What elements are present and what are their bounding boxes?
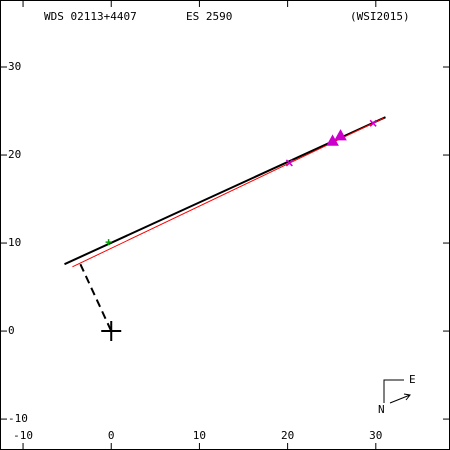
triangle-point: [334, 129, 347, 141]
y-tick-label: 10: [8, 236, 21, 249]
label: ES 2590: [186, 10, 232, 23]
compass-label: E: [409, 373, 416, 386]
compass-frame: [383, 379, 404, 403]
x-tick-label: -10: [13, 429, 33, 442]
triangle-point: [326, 134, 339, 146]
cross-point: [285, 159, 293, 167]
compass-arrow: [389, 393, 411, 404]
compass-label: N: [378, 403, 385, 416]
y-tick-label: 20: [8, 148, 21, 161]
y-tick-label: 30: [8, 60, 21, 73]
y-tick-label: 0: [8, 324, 15, 337]
label: (WSI2015): [350, 10, 410, 23]
x-tick-label: 10: [193, 429, 206, 442]
cross-point: [369, 119, 377, 127]
x-tick-label: 30: [369, 429, 382, 442]
label: WDS 02113+4407: [44, 10, 137, 23]
plus-point: [105, 239, 112, 246]
x-tick-label: 20: [281, 429, 294, 442]
x-tick-label: 0: [108, 429, 115, 442]
y-tick-label: -10: [8, 412, 28, 425]
origin-point: [101, 321, 122, 342]
compass: [383, 379, 411, 404]
orbit-line: [79, 263, 113, 332]
